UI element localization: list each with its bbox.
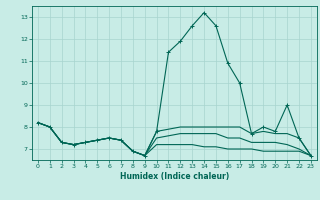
X-axis label: Humidex (Indice chaleur): Humidex (Indice chaleur) — [120, 172, 229, 181]
